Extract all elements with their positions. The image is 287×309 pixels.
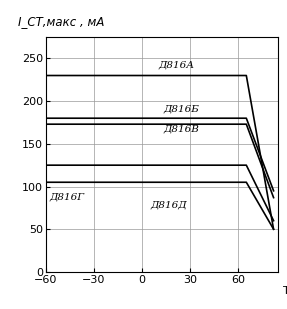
Text: Д816А: Д816А [158, 61, 194, 70]
Text: Д816В: Д816В [163, 125, 199, 133]
Text: Д816Б: Д816Б [163, 105, 199, 114]
Text: I_СТ,макс , мА: I_СТ,макс , мА [18, 15, 104, 28]
Text: T, °C: T, °C [283, 286, 287, 296]
Text: Д816Д: Д816Д [150, 201, 187, 210]
Text: Д816Г: Д816Г [49, 192, 84, 201]
